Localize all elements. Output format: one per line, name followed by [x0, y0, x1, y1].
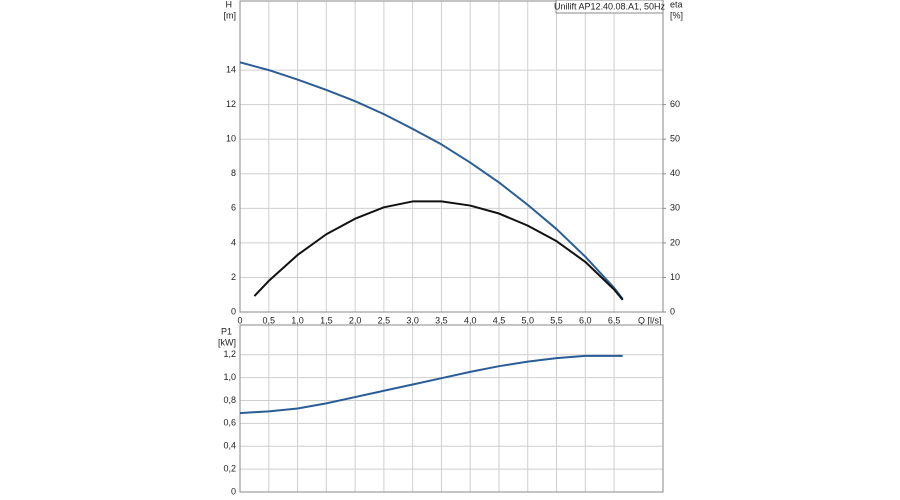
- y-tick-label: 14: [226, 64, 236, 74]
- x-tick-label: 5,0: [521, 315, 534, 325]
- x-tick-label: 2,5: [378, 315, 391, 325]
- y2-tick-label: 20: [670, 237, 680, 247]
- curve: [239, 61, 624, 300]
- y-tick-label: 8: [231, 168, 236, 178]
- y2-tick-label: 50: [670, 134, 680, 144]
- y2-tick-label: 0: [670, 306, 675, 316]
- plot-frame: [239, 324, 664, 493]
- y-unit: [kW]: [218, 337, 236, 347]
- x-tick-label: 3,5: [435, 315, 448, 325]
- x-tick-label: 6,5: [608, 315, 621, 325]
- y-tick-label: 0: [231, 486, 236, 496]
- y2-unit: [%]: [670, 10, 683, 20]
- chart-title: Unilift AP12.40.08.A1, 50Hz: [554, 1, 666, 11]
- y-tick-label: 0,8: [223, 395, 236, 405]
- y-tick-label: 10: [226, 134, 236, 144]
- y-tick-label: 4: [231, 237, 236, 247]
- y-tick-label: 0,2: [223, 463, 236, 473]
- x-tick-label: 4,0: [464, 315, 477, 325]
- title-box: [555, 0, 664, 14]
- y-tick-label: 0,4: [223, 441, 236, 451]
- curve: [239, 354, 623, 415]
- y2-tick-label: 40: [670, 168, 680, 178]
- x-tick-label: 1,5: [320, 315, 333, 325]
- y-tick-label: 6: [231, 203, 236, 213]
- y-tick-label: 0,6: [223, 418, 236, 428]
- y-tick-label: 1,2: [223, 349, 236, 359]
- plot-frame: [239, 0, 664, 313]
- x-tick-label: 1,0: [291, 315, 304, 325]
- x-tick-label: 6,0: [579, 315, 592, 325]
- y-label: P1: [221, 326, 232, 336]
- y-tick-label: 2: [231, 272, 236, 282]
- x-tick-label: 3,0: [406, 315, 419, 325]
- y-tick-label: 12: [226, 99, 236, 109]
- y2-tick-label: 60: [670, 99, 680, 109]
- x-tick-label: 0,5: [263, 315, 276, 325]
- y-tick-label: 1,0: [223, 372, 236, 382]
- y2-tick-label: 30: [670, 203, 680, 213]
- x-tick-label: 0: [237, 315, 242, 325]
- x-tick-label: 5,5: [550, 315, 563, 325]
- y2-tick-label: 10: [670, 272, 680, 282]
- y-tick-label: 0: [231, 306, 236, 316]
- x-label: Q [l/s]: [638, 315, 662, 325]
- y2-label: eta: [670, 0, 683, 9]
- y-label: H: [226, 0, 233, 9]
- y-unit: [m]: [224, 10, 237, 20]
- x-tick-label: 4,5: [493, 315, 506, 325]
- x-tick-label: 2,0: [349, 315, 362, 325]
- curve: [253, 200, 624, 301]
